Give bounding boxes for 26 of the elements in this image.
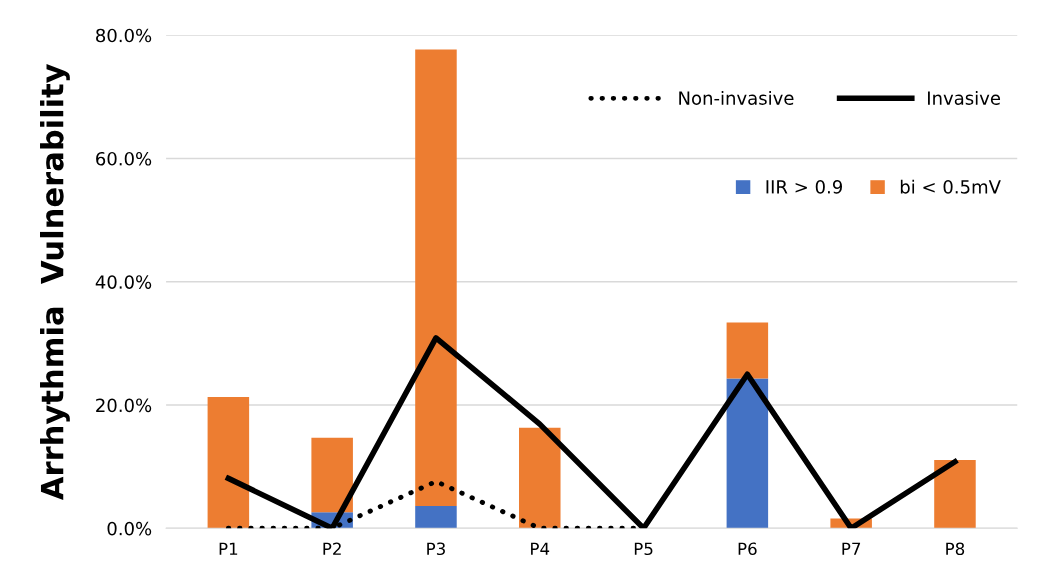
bar bbox=[726, 378, 769, 529]
y-tick-label: 20.0% bbox=[96, 398, 152, 413]
y-tick-label: 0.0% bbox=[107, 521, 152, 536]
x-tick-label: P5 bbox=[634, 542, 653, 556]
bar bbox=[519, 427, 561, 529]
x-tick-label: P8 bbox=[946, 542, 965, 556]
bar bbox=[415, 506, 457, 529]
y-tick-label: 40.0% bbox=[95, 275, 152, 289]
x-tick-label: P2 bbox=[323, 542, 341, 555]
x-tick-label: P6 bbox=[738, 542, 757, 556]
y-tick-label: 80.0% bbox=[96, 28, 152, 43]
x-tick-label: P3 bbox=[427, 542, 445, 556]
x-tick-label: P1 bbox=[219, 542, 238, 555]
legend-label: IIR > 0.9 bbox=[766, 179, 843, 194]
bar bbox=[934, 459, 976, 529]
x-tick-label: P7 bbox=[842, 542, 861, 555]
bar bbox=[726, 322, 769, 379]
bar bbox=[415, 49, 457, 507]
x-tick-label: P4 bbox=[531, 542, 550, 555]
legend-label: Invasive bbox=[928, 90, 1001, 105]
y-axis-title: Arrhythmia Vulnerability bbox=[40, 63, 70, 500]
bar bbox=[207, 397, 250, 529]
y-tick-label: 60.0% bbox=[96, 151, 152, 166]
bar bbox=[311, 437, 353, 513]
legend-label: Non-invasive bbox=[679, 90, 794, 105]
legend-label: bi < 0.5mV bbox=[900, 179, 1001, 194]
